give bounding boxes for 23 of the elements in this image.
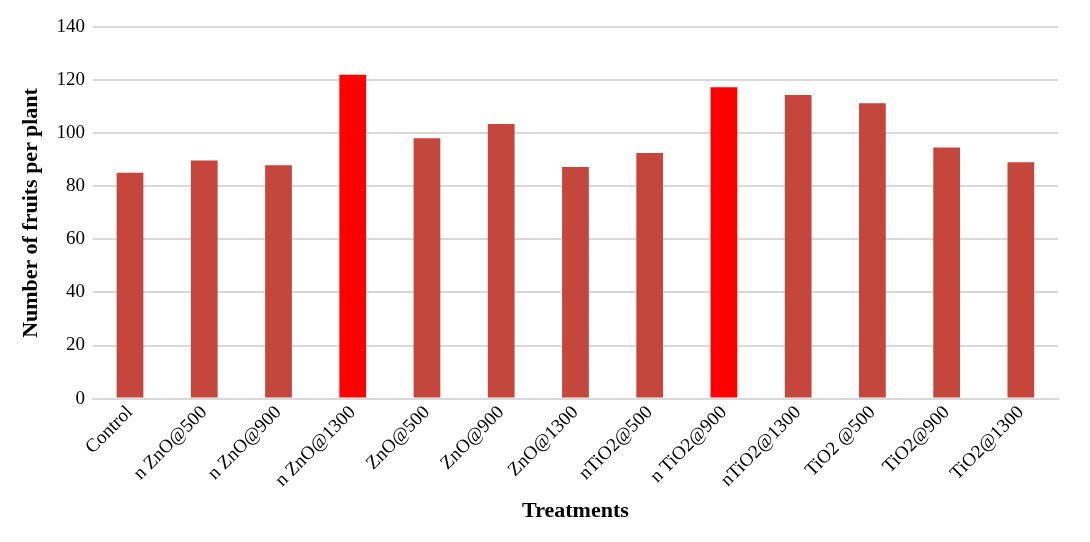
y-axis-title: Number of fruits per plant xyxy=(16,87,42,338)
x-axis-title: Treatments xyxy=(522,497,630,523)
y-tick-label: 120 xyxy=(56,68,85,90)
bar xyxy=(265,165,292,398)
y-tick-label: 80 xyxy=(65,174,85,196)
bar xyxy=(562,167,589,398)
bar xyxy=(1007,162,1035,398)
bar xyxy=(487,123,515,398)
bar xyxy=(413,138,441,398)
bar xyxy=(933,147,961,398)
bar xyxy=(859,103,886,398)
y-tick-label: 140 xyxy=(56,15,85,37)
y-tick-label: 0 xyxy=(75,386,85,408)
bar xyxy=(339,74,367,398)
bar xyxy=(784,95,812,398)
bar xyxy=(636,153,664,398)
y-tick-label: 20 xyxy=(65,333,85,355)
bar xyxy=(116,172,144,398)
y-tick-label: 60 xyxy=(65,227,85,249)
y-tick-label: 100 xyxy=(56,121,85,143)
y-tick-label: 40 xyxy=(65,280,85,302)
bar xyxy=(710,87,738,398)
bar xyxy=(190,160,218,398)
